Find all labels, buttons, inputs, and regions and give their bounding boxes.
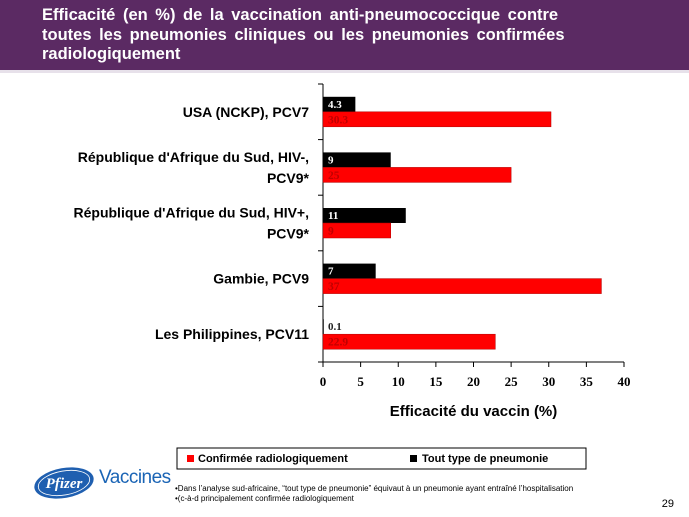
data-label-tout-type: 7 [328,266,334,278]
footnote-2: •(c-à-d principalement confirmée radiolo… [175,494,354,503]
brand-name: Vaccines [99,467,171,488]
bar-confirmee [322,222,391,239]
bar-tout-type [323,319,324,335]
x-tick-label: 30 [542,374,555,389]
footnote-1: •Dans l’analyse sud-africaine, “tout typ… [175,484,574,493]
bar-confirmee [322,167,512,183]
bar-tout-type [323,152,391,168]
x-tick-label: 25 [505,374,519,389]
category-label: République d'Afrique du Sud, HIV-, PCV9* [78,149,310,186]
data-label-confirmee: 22.9 [328,337,348,349]
category-label: Gambie, PCV9 [213,271,309,287]
legend-label-confirmee: Confirmée radiologiquement [198,453,348,465]
slide-title: Efficacité (en %) de la vaccination anti… [42,6,565,63]
x-axis-label: Efficacité du vaccin (%) [390,403,558,420]
data-label-confirmee: 25 [328,170,340,182]
title-bar-divider [0,70,689,73]
bar-confirmee [322,111,552,128]
category-label: Les Philippines, PCV11 [155,326,309,342]
data-label-tout-type: 0.1 [328,321,342,333]
x-tick-label: 20 [467,374,480,389]
data-label-tout-type: 4.3 [328,99,342,111]
page-number: 29 [661,498,674,510]
data-label-confirmee: 30.3 [328,114,348,126]
data-label-tout-type: 9 [328,154,334,166]
data-label-confirmee: 37 [328,281,340,293]
legend-swatch-tout-type [410,455,417,462]
data-label-tout-type: 11 [328,210,338,222]
logo-text: Pfizer [46,476,83,492]
bar-tout-type [323,208,406,223]
bar-confirmee [322,278,602,294]
category-label: USA (NCKP), PCV7 [183,104,309,120]
legend-label-tout-type: Tout type de pneumonie [422,453,548,465]
legend-swatch-confirmee [187,455,194,462]
legend-box [176,447,587,470]
x-tick-label: 10 [392,374,405,389]
legend: Confirmée radiologiquement Tout type de p… [176,447,587,470]
x-tick-label: 5 [357,374,364,389]
x-tick-label: 40 [618,374,631,389]
bar-confirmee [322,333,496,350]
category-label: République d'Afrique du Sud, HIV+, PCV9* [74,205,310,242]
x-tick-label: 15 [429,374,443,389]
bar-tout-type [323,96,356,112]
title-bar: Efficacité (en %) de la vaccination anti… [0,0,689,70]
data-label-confirmee: 9 [328,226,334,238]
pfizer-logo-icon: Pfizer [34,467,94,499]
bar-tout-type [323,263,376,279]
x-tick-label: 0 [320,374,327,389]
x-tick-label: 35 [580,374,594,389]
